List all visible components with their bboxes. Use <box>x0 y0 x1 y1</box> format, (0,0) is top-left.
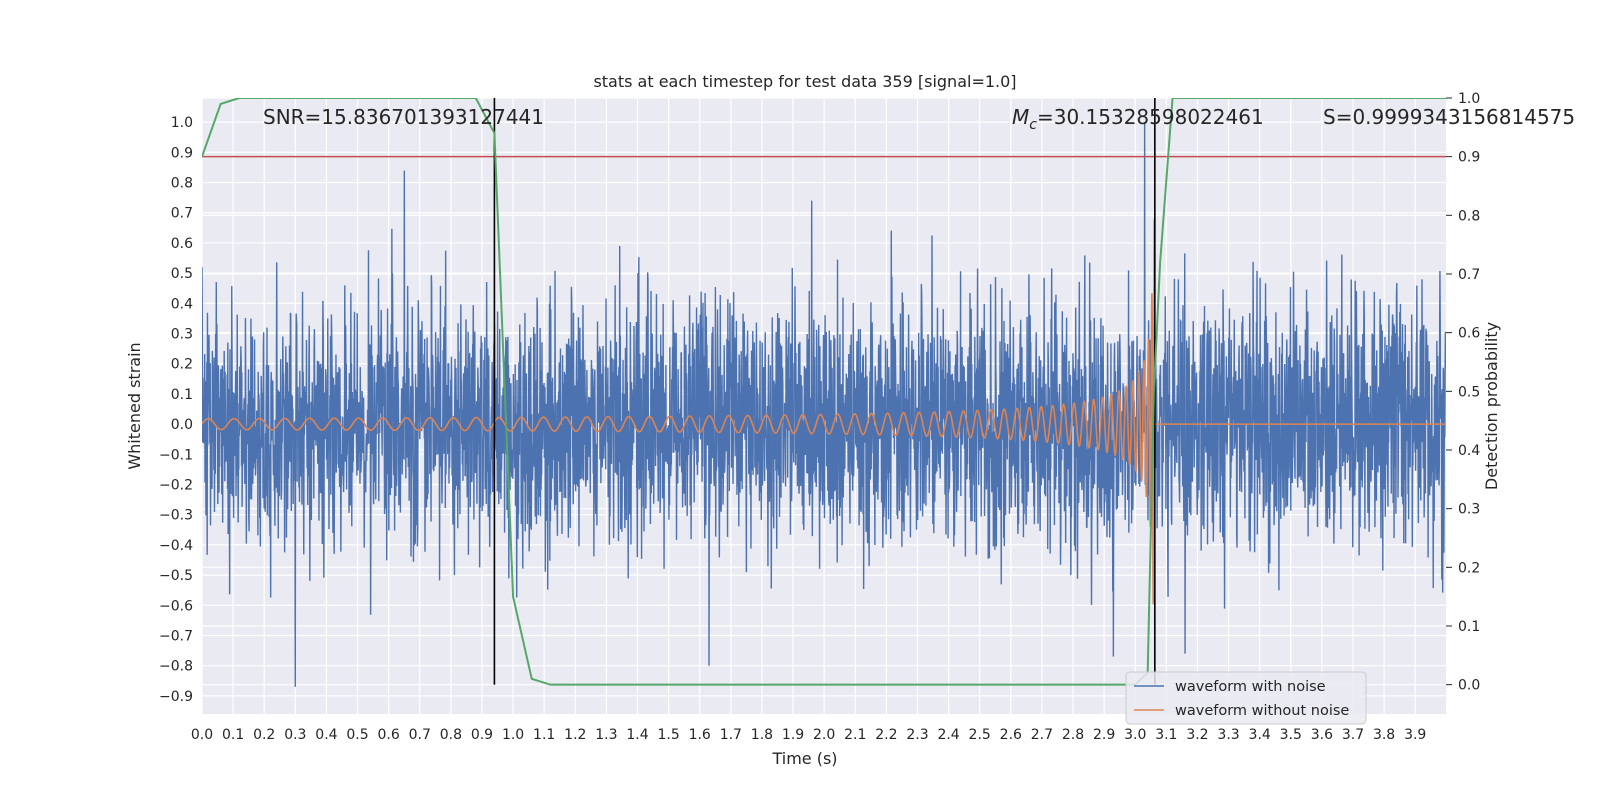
x-tick-label: 1.2 <box>564 727 586 743</box>
y-axis-ticks: 1.0 0.9 0.8 0.7 0.6 0.5 0.4 0.3 0.2 0.1 0.0 −0.1 −0.… <box>159 115 193 705</box>
y-tick-label: −0.5 <box>159 568 193 584</box>
y-tick-label: 0.8 <box>171 176 193 192</box>
x-tick-label: 1.9 <box>782 727 804 743</box>
y-tick-label: −0.9 <box>159 689 193 705</box>
chirp-mass-value: =30.15328598022461 <box>1037 105 1264 129</box>
y-tick-label: 0.4 <box>171 296 193 312</box>
legend-label-clean: waveform without noise <box>1175 703 1349 719</box>
x-tick-label: 3.2 <box>1186 727 1208 743</box>
series-waveform-with-noise <box>202 122 1446 687</box>
plot-series <box>202 98 1446 687</box>
y-tick-label: 0.3 <box>171 327 193 343</box>
y-tick-label: −0.8 <box>159 659 193 675</box>
series-detection-probability <box>202 98 1446 686</box>
y-tick-label: 0.2 <box>171 357 193 373</box>
y-tick-label: 0.5 <box>171 266 193 282</box>
y-tick-label: −0.6 <box>159 598 193 614</box>
y-right-axis-label: Detection probability <box>1482 322 1501 490</box>
x-tick-label: 3.9 <box>1404 727 1426 743</box>
x-tick-label: 2.6 <box>1000 727 1022 743</box>
x-tick-label: 0.2 <box>253 727 275 743</box>
x-tick-label: 0.3 <box>284 727 306 743</box>
y-axis-label: Whitened strain <box>125 342 144 469</box>
x-tick-label: 3.6 <box>1311 727 1333 743</box>
y-tick-label: 0.7 <box>171 206 193 222</box>
x-tick-label: 1.3 <box>595 727 617 743</box>
y-tick-label: −0.7 <box>159 628 193 644</box>
x-tick-label: 2.4 <box>937 727 959 743</box>
x-tick-label: 0.9 <box>471 727 493 743</box>
x-tick-label: 1.8 <box>751 727 773 743</box>
x-tick-label: 3.7 <box>1342 727 1364 743</box>
legend: waveform with noise waveform without noi… <box>1125 671 1367 725</box>
snr-annotation: SNR=15.836701393127441 <box>263 105 544 129</box>
x-tick-label: 0.5 <box>346 727 368 743</box>
x-axis-label: Time (s) <box>771 749 837 768</box>
y-tick-label: 0.9 <box>171 145 193 161</box>
x-tick-label: 3.4 <box>1249 727 1271 743</box>
x-tick-label: 1.4 <box>626 727 648 743</box>
y-tick-label: 0.1 <box>171 387 193 403</box>
y-right-tick-label: 0.8 <box>1458 208 1480 224</box>
x-tick-label: 0.1 <box>222 727 244 743</box>
y-tick-label: −0.1 <box>159 447 193 463</box>
x-tick-label: 1.6 <box>689 727 711 743</box>
chirp-mass-subscript: c <box>1029 117 1037 133</box>
x-tick-label: 2.8 <box>1062 727 1084 743</box>
x-tick-label: 0.8 <box>440 727 462 743</box>
x-tick-label: 1.0 <box>502 727 524 743</box>
series-waveform-without-noise <box>202 219 1446 605</box>
x-tick-label: 0.0 <box>191 727 213 743</box>
y-right-tick-label: 1.0 <box>1458 91 1480 107</box>
y-right-tick-label: 0.2 <box>1458 560 1480 576</box>
x-tick-label: 1.7 <box>720 727 742 743</box>
x-tick-label: 2.7 <box>1031 727 1053 743</box>
y-tick-label: −0.2 <box>159 478 193 494</box>
y-right-tick-label: 0.9 <box>1458 150 1480 166</box>
x-tick-label: 2.3 <box>906 727 928 743</box>
x-tick-label: 1.1 <box>533 727 555 743</box>
y-right-tick-label: 0.3 <box>1458 502 1480 518</box>
x-tick-label: 3.0 <box>1124 727 1146 743</box>
x-tick-label: 3.8 <box>1373 727 1395 743</box>
y-tick-label: 0.0 <box>171 417 193 433</box>
y-right-tick-label: 0.6 <box>1458 326 1480 342</box>
y-right-axis-ticks: 1.0 0.9 0.8 0.7 0.6 0.5 0.4 0.3 0.2 0.1 0.0 <box>1446 91 1480 694</box>
y-tick-label: −0.3 <box>159 508 193 524</box>
x-tick-label: 2.0 <box>813 727 835 743</box>
y-tick-label: −0.4 <box>159 538 193 554</box>
x-tick-label: 0.4 <box>315 727 337 743</box>
s-annotation: S=0.9999343156814575 <box>1323 105 1575 129</box>
chart-title: stats at each timestep for test data 359… <box>593 72 1016 91</box>
y-right-tick-label: 0.1 <box>1458 619 1480 635</box>
y-right-tick-label: 0.4 <box>1458 443 1480 459</box>
x-tick-label: 0.6 <box>378 727 400 743</box>
y-right-tick-label: 0.7 <box>1458 267 1480 283</box>
y-right-tick-label: 0.0 <box>1458 678 1480 694</box>
x-tick-label: 3.3 <box>1217 727 1239 743</box>
x-tick-label: 3.5 <box>1280 727 1302 743</box>
y-tick-label: 0.6 <box>171 236 193 252</box>
x-tick-label: 2.5 <box>969 727 991 743</box>
legend-label-noise: waveform with noise <box>1175 679 1326 695</box>
x-axis-ticks: 0.0 0.1 0.2 0.3 0.4 0.5 0.6 0.7 0.8 0.9 1.0 1.1 1.2 1… <box>191 727 1426 743</box>
x-tick-label: 1.5 <box>657 727 679 743</box>
x-tick-label: 0.7 <box>409 727 431 743</box>
x-tick-label: 2.1 <box>844 727 866 743</box>
x-tick-label: 2.9 <box>1093 727 1115 743</box>
y-tick-label: 1.0 <box>171 115 193 131</box>
x-tick-label: 3.1 <box>1155 727 1177 743</box>
chirp-mass-annotation: Mc=30.15328598022461 <box>1012 105 1264 133</box>
x-tick-label: 2.2 <box>875 727 897 743</box>
legend-box <box>1125 671 1367 725</box>
y-right-tick-label: 0.5 <box>1458 384 1480 400</box>
chirp-mass-symbol: M <box>1012 105 1029 129</box>
